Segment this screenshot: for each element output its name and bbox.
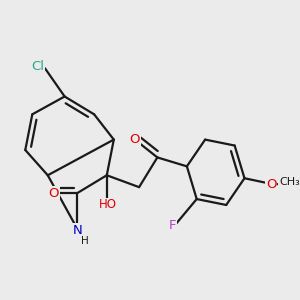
Text: O: O bbox=[130, 133, 140, 146]
Text: HO: HO bbox=[99, 199, 117, 212]
Text: F: F bbox=[169, 219, 177, 232]
Text: H: H bbox=[81, 236, 89, 246]
Text: O: O bbox=[266, 178, 276, 191]
Text: N: N bbox=[72, 224, 82, 237]
Text: CH₃: CH₃ bbox=[279, 177, 300, 187]
Text: O: O bbox=[48, 187, 58, 200]
Text: Cl: Cl bbox=[32, 60, 44, 73]
